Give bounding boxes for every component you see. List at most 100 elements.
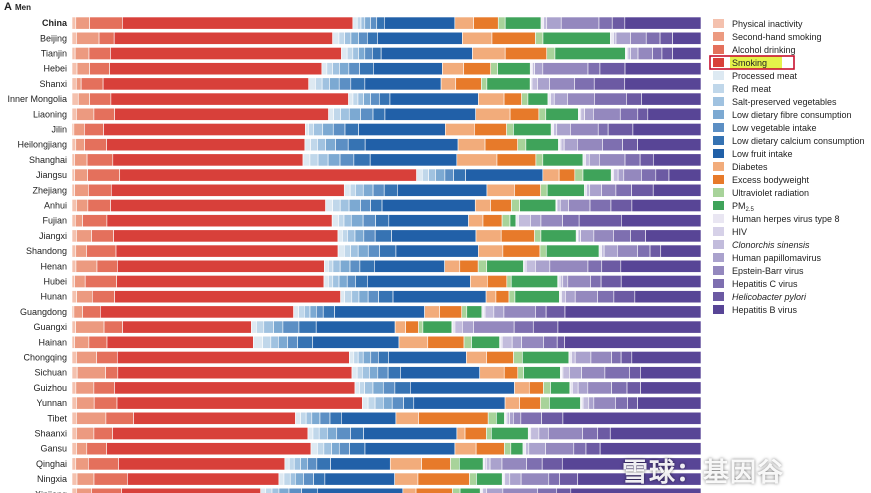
bar-segment-processed-meat bbox=[321, 62, 328, 76]
legend-swatch bbox=[713, 201, 724, 210]
bar-segment-diabetes bbox=[475, 107, 511, 121]
bar-segment-epstein-barr-virus bbox=[567, 92, 595, 106]
bar-segment-processed-meat bbox=[302, 153, 311, 167]
bar-segment-pm2-5 bbox=[459, 487, 481, 493]
bar-segment-physical-inactivity bbox=[71, 259, 77, 273]
bar-segment-epstein-barr-virus bbox=[590, 351, 612, 364]
category-labels: China Beijing Tianjin Hebei Shanxi Inner Mong… bbox=[7, 18, 68, 493]
bar-segment-hepatitis-c-virus bbox=[535, 305, 547, 319]
bar-segment-diabetes bbox=[456, 427, 466, 440]
legend-label: PM2.5 bbox=[732, 201, 755, 213]
legend-item-diabetes: Diabetes bbox=[713, 162, 768, 172]
bar-segment-physical-inactivity bbox=[71, 138, 77, 152]
bar-segment-epstein-barr-virus bbox=[593, 396, 616, 410]
bar-segment-red-meat bbox=[256, 320, 265, 334]
bar-segment-red-meat bbox=[312, 427, 320, 440]
bar-segment-red-meat bbox=[300, 411, 307, 425]
bar-segment-processed-meat bbox=[332, 31, 340, 45]
bar-segment-excess-bodyweight bbox=[463, 62, 491, 76]
bar-segment-clonorchis-sinensis bbox=[454, 320, 463, 334]
bar-segment-hepatitis-b-virus bbox=[652, 183, 702, 197]
bar-segment-low-dietary-calcium-consumption bbox=[376, 16, 385, 30]
bar-segment-red-meat bbox=[262, 335, 272, 349]
bar-segment-second-hand-smoking bbox=[75, 77, 82, 91]
category-label: Jiangxi bbox=[39, 231, 67, 241]
bar-segment-red-meat bbox=[421, 168, 429, 182]
bar-row-guangxi bbox=[71, 320, 702, 334]
bar-segment-low-vegetable-intake bbox=[370, 92, 380, 106]
bar-segment-low-vegetable-intake bbox=[367, 290, 379, 304]
bar-segment-red-meat bbox=[346, 47, 354, 60]
bar-segment-low-dietary-calcium-consumption bbox=[374, 229, 392, 243]
legend-label: Ultraviolet radiation bbox=[732, 188, 809, 198]
bar-segment-helicobacter-pylori bbox=[649, 244, 662, 258]
bar-row-yunnan bbox=[71, 396, 702, 410]
bar-segment-epstein-barr-virus bbox=[520, 472, 550, 486]
bar-segment-human-papillomavirus bbox=[535, 259, 551, 273]
bar-segment-hepatitis-c-virus bbox=[513, 320, 534, 334]
bar-segment-processed-meat bbox=[304, 138, 311, 152]
bar-segment-second-hand-smoking bbox=[75, 320, 105, 334]
bar-segment-hepatitis-b-virus bbox=[620, 214, 702, 228]
bar-segment-salt-preserved-vegetables bbox=[352, 47, 359, 60]
bar-segment-smoking bbox=[116, 275, 325, 288]
panel-label: A Men bbox=[4, 1, 31, 13]
bar-segment-low-dietary-fibre-consumption bbox=[354, 229, 365, 243]
legend-item-human-herpes-virus-type-8: Human herpes virus type 8 bbox=[713, 214, 840, 224]
bar-segment-excess-bodyweight bbox=[487, 275, 508, 288]
legend-swatch bbox=[713, 188, 724, 197]
bar-segment-helicobacter-pylori bbox=[600, 275, 622, 288]
legend-label: Red meat bbox=[732, 84, 772, 94]
bar-segment-low-dietary-fibre-consumption bbox=[369, 366, 379, 380]
bar-segment-pm2-5 bbox=[549, 396, 581, 410]
bar-segment-salt-preserved-vegetables bbox=[263, 320, 274, 334]
bar-segment-helicobacter-pylori bbox=[556, 487, 572, 493]
bar-segment-second-hand-smoking bbox=[73, 305, 83, 319]
bar-segment-low-dietary-calcium-consumption bbox=[297, 335, 314, 349]
bar-segment-physical-inactivity bbox=[71, 275, 75, 288]
bar-segment-physical-inactivity bbox=[71, 351, 77, 364]
bar-segment-processed-meat bbox=[284, 457, 290, 471]
bar-segment-low-dietary-fibre-consumption bbox=[327, 153, 341, 167]
bar-segment-excess-bodyweight bbox=[459, 259, 479, 273]
bar-row-zhejiang bbox=[71, 183, 702, 197]
bar-segment-low-dietary-calcium-consumption bbox=[378, 351, 389, 364]
category-label: Ningxia bbox=[37, 474, 67, 484]
bar-segment-alcohol-drinking bbox=[86, 442, 107, 456]
bar-segment-ultraviolet-radiation bbox=[486, 427, 492, 440]
bar-segment-red-meat bbox=[317, 442, 325, 456]
bar-segment-salt-preserved-vegetables bbox=[344, 31, 352, 45]
category-label: Chongqing bbox=[23, 353, 67, 363]
bar-segment-hepatitis-c-virus bbox=[589, 199, 612, 212]
bar-segment-human-papillomavirus bbox=[537, 77, 550, 91]
bar-segment-alcohol-drinking bbox=[93, 427, 113, 440]
bar-segment-human-papillomavirus bbox=[615, 31, 631, 45]
bar-segment-hepatitis-c-virus bbox=[520, 411, 542, 425]
bar-segment-pm2-5 bbox=[491, 427, 529, 440]
bar-segment-smoking bbox=[114, 107, 329, 121]
bar-segment-low-fruit-intake bbox=[388, 351, 467, 364]
bar-segment-epstein-barr-virus bbox=[593, 107, 621, 121]
bar-segment-processed-meat bbox=[341, 47, 348, 60]
bar-segment-second-hand-smoking bbox=[75, 381, 95, 395]
bar-segment-low-dietary-fibre-consumption bbox=[362, 351, 372, 364]
bar-segment-second-hand-smoking bbox=[75, 244, 87, 258]
bar-segment-red-meat bbox=[310, 138, 318, 152]
legend-highlight bbox=[730, 56, 782, 69]
bar-segment-salt-preserved-vegetables bbox=[318, 427, 328, 440]
bar-segment-diabetes bbox=[479, 366, 505, 380]
bar-segment-physical-inactivity bbox=[71, 153, 75, 167]
bar-segment-processed-meat bbox=[416, 168, 423, 182]
bar-segment-epstein-barr-virus bbox=[501, 457, 527, 471]
bar-segment-processed-meat bbox=[278, 472, 285, 486]
bar-segment-alcohol-drinking bbox=[84, 138, 107, 152]
bar-segment-epstein-barr-virus bbox=[577, 138, 603, 152]
bar-segment-second-hand-smoking bbox=[74, 153, 88, 167]
legend-label: Processed meat bbox=[732, 71, 798, 81]
bar-segment-diabetes bbox=[424, 305, 440, 319]
bar-segment-low-vegetable-intake bbox=[377, 366, 389, 380]
legend-label: Helicobacter pylori bbox=[732, 292, 807, 302]
legend-swatch bbox=[713, 253, 724, 262]
bar-segment-ultraviolet-radiation bbox=[517, 366, 524, 380]
bar-segment-physical-inactivity bbox=[71, 411, 77, 425]
